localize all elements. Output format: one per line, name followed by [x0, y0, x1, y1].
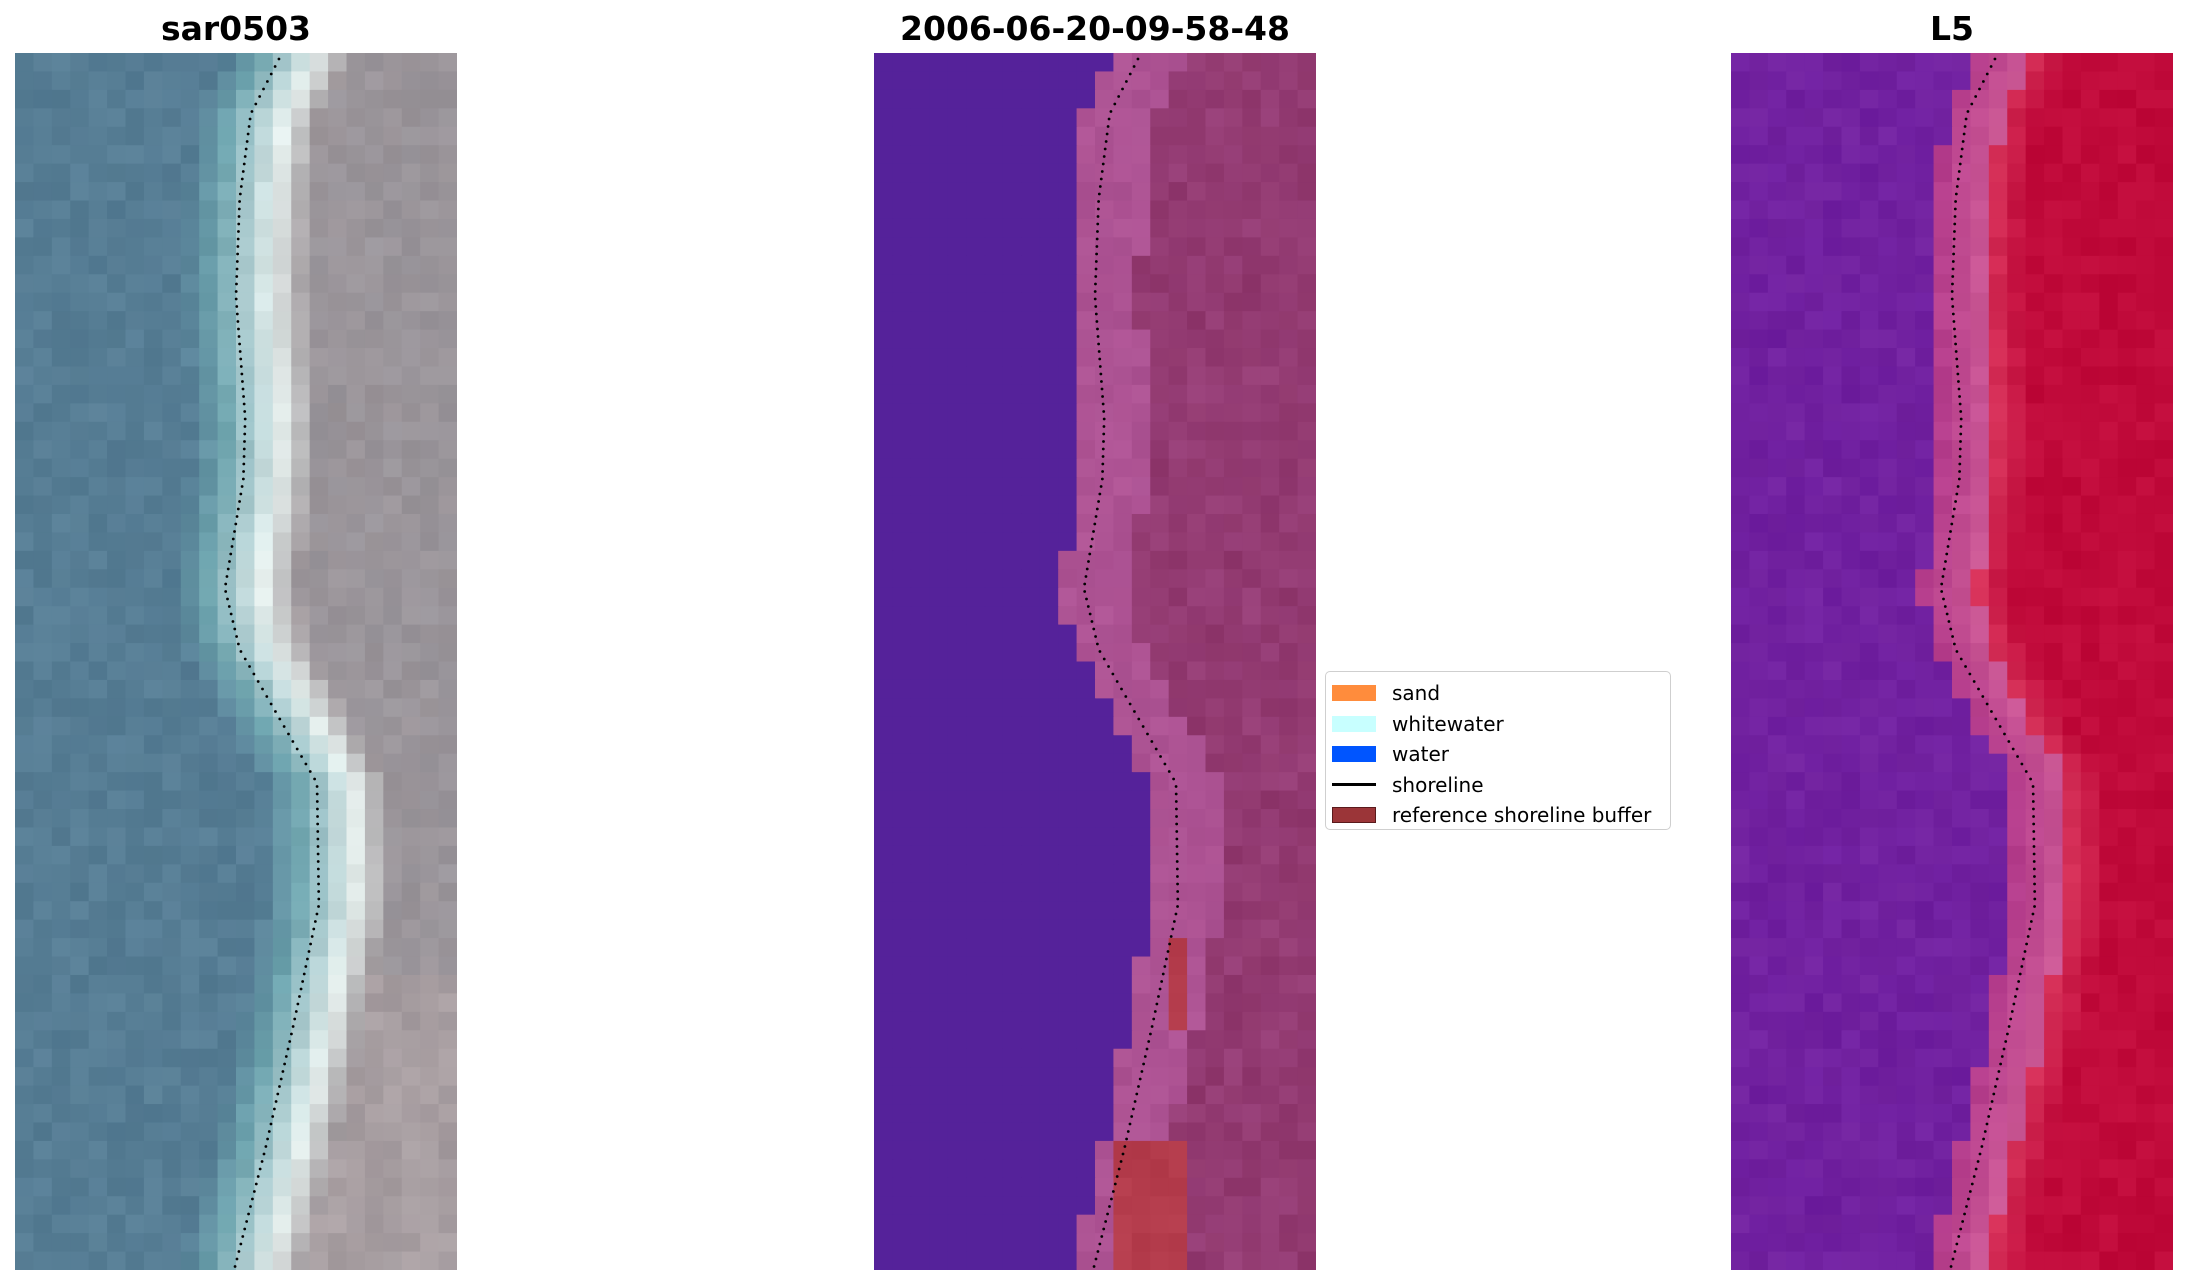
index-panel	[1731, 53, 2173, 1270]
shoreline-dots	[1940, 57, 2037, 1268]
rgb-image	[15, 53, 457, 1270]
legend-label-water: water	[1392, 742, 1449, 767]
legend-label-shoreline: shoreline	[1392, 772, 1484, 797]
legend-label-whitewater: whitewater	[1392, 711, 1504, 736]
legend-line-shoreline	[1332, 783, 1376, 787]
legend-item-water: water	[1332, 739, 1670, 770]
legend-swatch-whitewater	[1332, 715, 1376, 732]
legend-label-sand: sand	[1392, 681, 1441, 706]
legend: sand whitewater water shoreline referenc…	[1325, 671, 1671, 830]
legend-label-reference-buffer: reference shoreline buffer	[1392, 803, 1652, 828]
panel-title-rgb: sar0503	[160, 9, 312, 48]
classification-image	[874, 53, 1316, 1270]
legend-item-whitewater: whitewater	[1332, 709, 1670, 740]
panel-title-classification: 2006-06-20-09-58-48	[900, 9, 1290, 48]
legend-swatch-reference-buffer	[1332, 807, 1376, 824]
legend-swatch-sand	[1332, 685, 1376, 702]
classification-panel	[874, 53, 1316, 1270]
panel-title-index: L5	[1930, 9, 1974, 48]
index-image	[1731, 53, 2173, 1270]
legend-swatch-water	[1332, 746, 1376, 763]
rgb-image-panel	[15, 53, 457, 1270]
shoreline-dots	[1083, 57, 1180, 1268]
legend-item-sand: sand	[1332, 678, 1670, 709]
legend-item-shoreline: shoreline	[1332, 770, 1670, 801]
shoreline-dots	[224, 57, 321, 1268]
legend-item-reference-buffer: reference shoreline buffer	[1332, 800, 1670, 831]
